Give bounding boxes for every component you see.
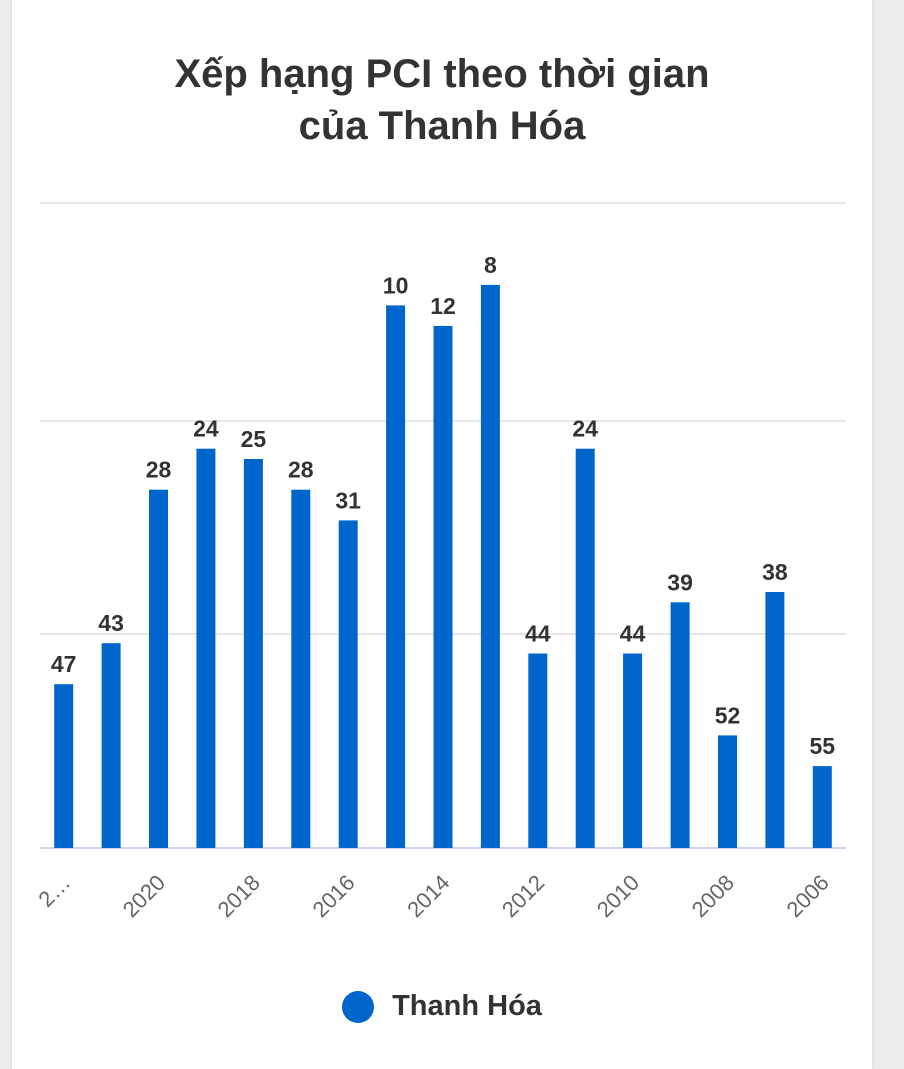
data-label: 10	[383, 272, 409, 298]
x-tick-label: 2006	[782, 870, 834, 922]
bar[interactable]	[54, 684, 74, 848]
bar[interactable]	[243, 459, 263, 848]
data-label: 43	[98, 610, 124, 636]
bar[interactable]	[623, 653, 643, 849]
data-label: 38	[762, 559, 788, 585]
bar[interactable]	[433, 325, 453, 848]
x-tick-label: 2010	[592, 870, 644, 922]
data-label: 24	[193, 416, 219, 442]
bar[interactable]	[149, 489, 168, 848]
data-label: 47	[51, 651, 77, 677]
legend[interactable]: Thanh Hóa	[0, 990, 884, 1023]
x-tick-label: 2016	[307, 870, 359, 922]
bar[interactable]	[718, 735, 737, 848]
legend-label: Thanh Hóa	[392, 990, 542, 1022]
bar[interactable]	[101, 643, 121, 848]
x-tick-label: 2…	[33, 870, 75, 912]
x-tick-labels: 2… 2020 2018 2016 2014 2012 2010 2008 2006	[33, 870, 833, 922]
data-label: 55	[810, 733, 836, 759]
bar[interactable]	[291, 489, 311, 848]
legend-marker-icon	[342, 990, 375, 1023]
x-tick-label: 2008	[687, 870, 739, 922]
bar-chart: 47 43 28 24 25 28 31 10 12 8 44 24 44 39 52 38 55 2… 2020…	[33, 202, 846, 922]
data-label: 28	[146, 457, 172, 483]
x-tick-label: 2018	[213, 870, 265, 922]
data-label: 12	[430, 293, 456, 319]
x-tick-label: 2020	[118, 870, 170, 922]
data-label: 52	[715, 702, 741, 728]
data-labels: 47 43 28 24 25 28 31 10 12 8 44 24 44 39 52 38 55	[51, 252, 835, 759]
data-label: 39	[667, 569, 693, 595]
data-label: 28	[288, 457, 314, 483]
bars	[54, 284, 832, 849]
bar[interactable]	[196, 448, 216, 848]
data-label: 24	[572, 416, 598, 442]
bar[interactable]	[812, 766, 832, 848]
bar[interactable]	[480, 284, 500, 848]
chart-title-line-2: của Thanh Hóa	[298, 104, 586, 148]
bar[interactable]	[765, 592, 785, 848]
data-label: 25	[241, 426, 267, 452]
data-label: 31	[335, 487, 361, 513]
chart-title-line-1: Xếp hạng PCI theo thời gian	[174, 52, 710, 96]
x-tick-label: 2012	[497, 870, 549, 922]
bar[interactable]	[528, 653, 548, 849]
chart-title: Xếp hạng PCI theo thời gian của Thanh Hó…	[0, 48, 884, 152]
bar[interactable]	[575, 448, 595, 848]
bar[interactable]	[386, 305, 406, 848]
bar[interactable]	[670, 602, 690, 848]
bar[interactable]	[338, 520, 358, 848]
data-label: 44	[620, 621, 646, 647]
x-tick-label: 2014	[402, 870, 454, 922]
data-label: 8	[484, 252, 497, 278]
data-label: 44	[525, 621, 551, 647]
